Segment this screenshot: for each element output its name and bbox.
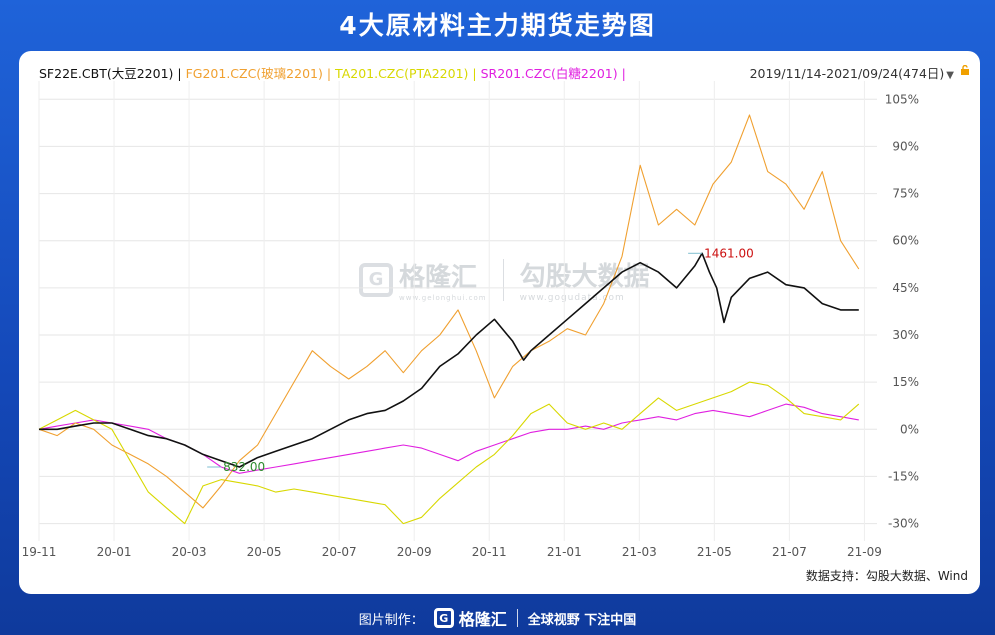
footer-separator <box>516 609 518 627</box>
series-line-2 <box>38 381 860 525</box>
x-tick-label: 19-11 <box>22 545 57 559</box>
date-range-selector[interactable]: 2019/11/14-2021/09/24(474日) ▼ <box>750 63 954 82</box>
x-tick-label: 20-01 <box>97 545 132 559</box>
x-tick-label: 20-03 <box>172 545 207 559</box>
date-range-label: 2019/11/14-2021/09/24(474日) <box>749 66 945 81</box>
annotation-label: 832.00 <box>223 460 265 474</box>
chart-legend: SF22E.CBT(大豆2201) | FG201.CZC(玻璃2201) | … <box>39 63 626 82</box>
x-tick-label: 20-05 <box>247 545 282 559</box>
legend-item-sr201[interactable]: SR201.CZC(白糖2201) | <box>480 66 626 81</box>
y-tick-label: 75% <box>892 187 919 201</box>
x-tick-label: 21-03 <box>622 545 657 559</box>
legend-item-fg201[interactable]: FG201.CZC(玻璃2201) | <box>185 66 336 81</box>
annotation-label: 1461.00 <box>704 246 754 260</box>
footer: 图片制作： G 格隆汇 全球视野 下注中国 <box>0 601 995 635</box>
x-tick-label: 21-09 <box>847 545 882 559</box>
series-line-1 <box>38 114 860 509</box>
y-tick-label: -15% <box>888 469 919 483</box>
watermark-brand2: 勾股大数据 <box>519 262 650 292</box>
footer-slogan: 全球视野 下注中国 <box>527 612 637 628</box>
y-tick-label: 0% <box>900 422 919 436</box>
watermark-logo-icon: G <box>359 262 393 297</box>
watermark-separator <box>502 258 504 301</box>
x-tick-label: 20-11 <box>472 545 507 559</box>
y-tick-label: 60% <box>892 234 919 248</box>
x-tick-label: 20-09 <box>397 545 432 559</box>
y-tick-label: 90% <box>892 139 919 153</box>
line-chart: 105% 90% 75% 60% 45% 30% 15% 0% -15% -30% 19-11 20-… <box>22 81 919 559</box>
footer-made-by: 图片制作： <box>358 612 424 628</box>
footer-logo-icon: G <box>433 608 454 628</box>
chart-card: SF22E.CBT(大豆2201) | FG201.CZC(玻璃2201) | … <box>19 51 980 594</box>
series-line-0 <box>39 252 859 468</box>
y-tick-label: 30% <box>892 328 919 342</box>
x-tick-label: 20-07 <box>322 545 357 559</box>
watermark-url: www.gogudata.com <box>519 293 625 303</box>
x-tick-label: 21-01 <box>547 545 582 559</box>
lock-icon[interactable] <box>960 65 970 75</box>
y-tick-label: 105% <box>885 92 919 106</box>
chevron-down-icon[interactable]: ▼ <box>946 70 954 81</box>
data-source: 数据支持：勾股大数据、Wind <box>805 569 968 583</box>
page-title: 4大原材料主力期货走势图 <box>339 11 656 40</box>
y-tick-label: -30% <box>888 517 919 531</box>
y-tick-label: 45% <box>892 281 919 295</box>
footer-brand: 格隆汇 <box>458 610 507 629</box>
y-tick-label: 15% <box>892 375 919 389</box>
x-tick-label: 21-07 <box>772 545 807 559</box>
watermark-brand-url: www.gelonghui.com <box>399 294 487 302</box>
legend-item-sf22e[interactable]: SF22E.CBT(大豆2201) | <box>39 66 186 81</box>
x-tick-label: 21-05 <box>697 545 732 559</box>
legend-item-ta201[interactable]: TA201.CZC(PTA2201) | <box>335 66 481 81</box>
